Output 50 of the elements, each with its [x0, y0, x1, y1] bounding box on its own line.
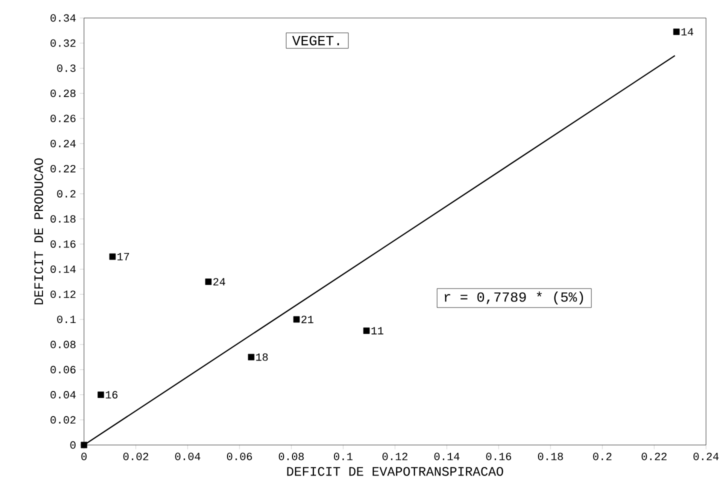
y-tick-label: 0.24: [50, 140, 76, 148]
y-tick-label: 0.1: [57, 316, 76, 324]
point: [98, 392, 104, 398]
x-tick-label: 0.04: [175, 452, 200, 460]
annotation: 18: [256, 353, 268, 361]
y-tick-label: 0.22: [50, 164, 76, 172]
y-tick-label: 0.28: [50, 90, 76, 98]
y-tick-label: 0.32: [50, 39, 76, 47]
x-tick-label: 0.22: [642, 452, 667, 460]
y-tick-label: 0.14: [50, 265, 76, 273]
x-tick-label: 0.24: [694, 452, 719, 460]
y-tick-label: 0.04: [50, 391, 76, 398]
point: [248, 354, 254, 360]
annotation: 16: [106, 391, 118, 398]
annotation: VEGET.: [292, 36, 339, 46]
y-tick-label: 0.06: [50, 366, 76, 374]
x-tick-label: 0.16: [486, 452, 512, 460]
x-tick-label: 0.18: [538, 452, 563, 460]
annotation: r = 0,7789 * (5%): [444, 292, 584, 305]
point: [80, 442, 88, 448]
point: [205, 278, 212, 285]
annotation: 24: [213, 278, 226, 286]
annotation: 14: [681, 28, 694, 36]
point: [109, 253, 116, 260]
point: [673, 28, 680, 35]
annotation: 11: [371, 327, 384, 334]
annotation: 21: [301, 316, 314, 324]
y-axis-title: DEFICIT DE PRODUCAO: [34, 158, 44, 304]
x-tick-label: 0.2: [593, 452, 612, 460]
y-tick-label: 0.3: [57, 64, 76, 72]
annotation: 17: [117, 253, 129, 260]
x-tick-label: 0: [81, 452, 87, 460]
y-tick-label: 0.26: [50, 114, 76, 122]
x-tick-label: 0.14: [434, 452, 460, 460]
y-tick-label: 0.08: [50, 340, 76, 348]
point: [363, 328, 370, 334]
x-tick-label: 0.1: [334, 452, 353, 460]
x-tick-label: 0.06: [227, 452, 252, 460]
point: [293, 316, 300, 323]
y-tick-label: 0.34: [50, 14, 76, 22]
y-tick-label: 0: [70, 441, 76, 449]
y-tick-label: 0.16: [50, 240, 76, 248]
y-tick-label: 0.2: [57, 190, 76, 198]
y-tick-label: 0.02: [50, 416, 76, 424]
x-tick-label: 0.08: [278, 452, 304, 460]
y-tick-label: 0.18: [50, 215, 76, 223]
y-tick-label: 0.12: [50, 290, 76, 298]
x-tick-label: 0.12: [382, 452, 408, 460]
x-axis-title: DEFICIT DE EVAPOTRANSPIRACAO: [287, 467, 504, 476]
x-tick-label: 0.02: [123, 452, 148, 460]
